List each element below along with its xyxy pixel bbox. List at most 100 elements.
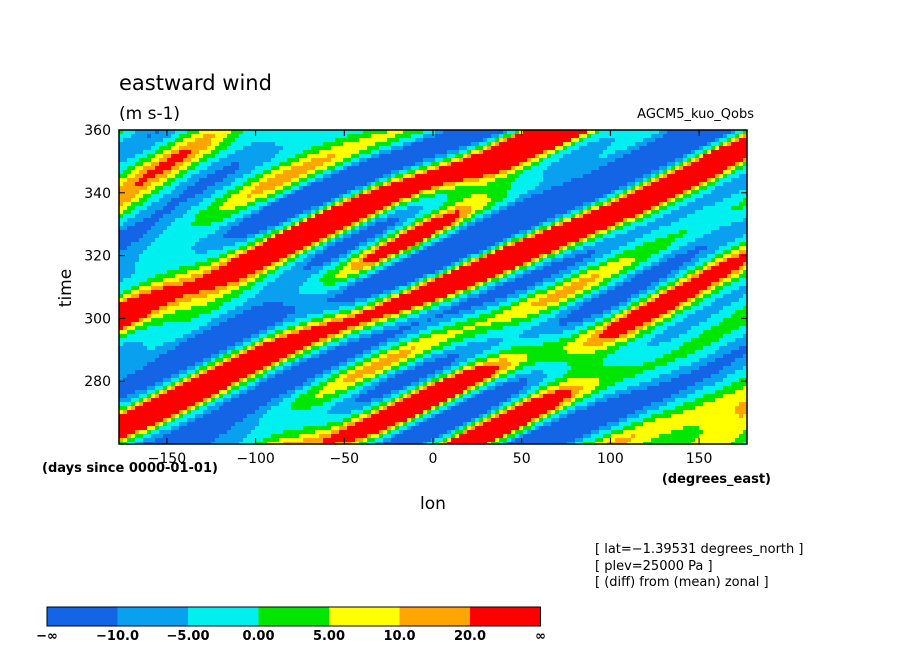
field-cell [623,170,627,174]
field-cell [443,146,447,150]
field-cell [207,190,211,194]
field-cell [687,170,691,174]
field-cell [587,202,591,206]
field-cell [663,186,667,190]
field-cell [379,202,383,206]
field-cell [715,278,719,282]
field-cell [123,138,127,142]
field-cell [235,222,239,226]
field-cell [131,150,135,154]
field-cell [159,138,163,142]
field-cell [539,202,543,206]
field-cell [243,274,247,278]
field-cell [643,246,647,250]
field-cell [299,154,303,158]
field-cell [363,142,367,146]
field-cell [591,154,595,158]
field-cell [543,194,547,198]
field-cell [411,190,415,194]
field-cell [119,266,123,270]
field-cell [483,174,487,178]
field-cell [619,154,623,158]
field-cell [227,210,231,214]
field-cell [647,150,651,154]
field-cell [395,218,399,222]
field-cell [427,230,431,234]
field-cell [423,150,427,154]
field-cell [495,282,499,286]
field-cell [675,210,679,214]
field-cell [363,130,367,134]
field-cell [663,246,667,250]
field-cell [335,154,339,158]
field-cell [219,238,223,242]
field-cell [331,206,335,210]
field-cell [671,218,675,222]
field-cell [435,178,439,182]
field-cell [495,238,499,242]
field-cell [315,166,319,170]
field-cell [719,134,723,138]
field-cell [727,162,731,166]
field-cell [179,146,183,150]
field-cell [611,202,615,206]
field-cell [311,230,315,234]
field-cell [291,270,295,274]
field-cell [403,154,407,158]
field-cell [119,150,123,154]
field-cell [655,150,659,154]
field-cell [619,158,623,162]
field-cell [323,174,327,178]
field-cell [415,274,419,278]
field-cell [407,226,411,230]
field-cell [343,278,347,282]
field-cell [599,226,603,230]
field-cell [331,166,335,170]
field-cell [459,254,463,258]
field-cell [403,234,407,238]
field-cell [431,190,435,194]
field-cell [383,254,387,258]
field-cell [699,202,703,206]
field-cell [387,234,391,238]
field-cell [615,186,619,190]
field-cell [487,194,491,198]
field-cell [691,150,695,154]
field-cell [555,162,559,166]
field-cell [603,206,607,210]
field-cell [555,270,559,274]
field-cell [403,282,407,286]
field-cell [723,278,727,282]
field-cell [679,258,683,262]
field-cell [531,278,535,282]
field-cell [523,166,527,170]
field-cell [511,162,515,166]
field-cell [363,194,367,198]
field-cell [199,194,203,198]
field-cell [475,194,479,198]
field-cell [599,266,603,270]
field-cell [727,234,731,238]
field-cell [591,186,595,190]
field-cell [647,182,651,186]
field-cell [467,162,471,166]
field-cell [571,142,575,146]
field-cell [735,142,739,146]
field-cell [159,286,163,290]
field-cell [451,178,455,182]
field-cell [531,146,535,150]
field-cell [299,266,303,270]
field-cell [359,218,363,222]
field-cell [703,170,707,174]
field-cell [275,286,279,290]
field-cell [735,230,739,234]
field-cell [303,266,307,270]
field-cell [571,242,575,246]
field-cell [203,222,207,226]
field-cell [495,146,499,150]
field-cell [495,258,499,262]
field-cell [575,130,579,134]
field-cell [359,210,363,214]
field-cell [207,218,211,222]
field-cell [643,182,647,186]
